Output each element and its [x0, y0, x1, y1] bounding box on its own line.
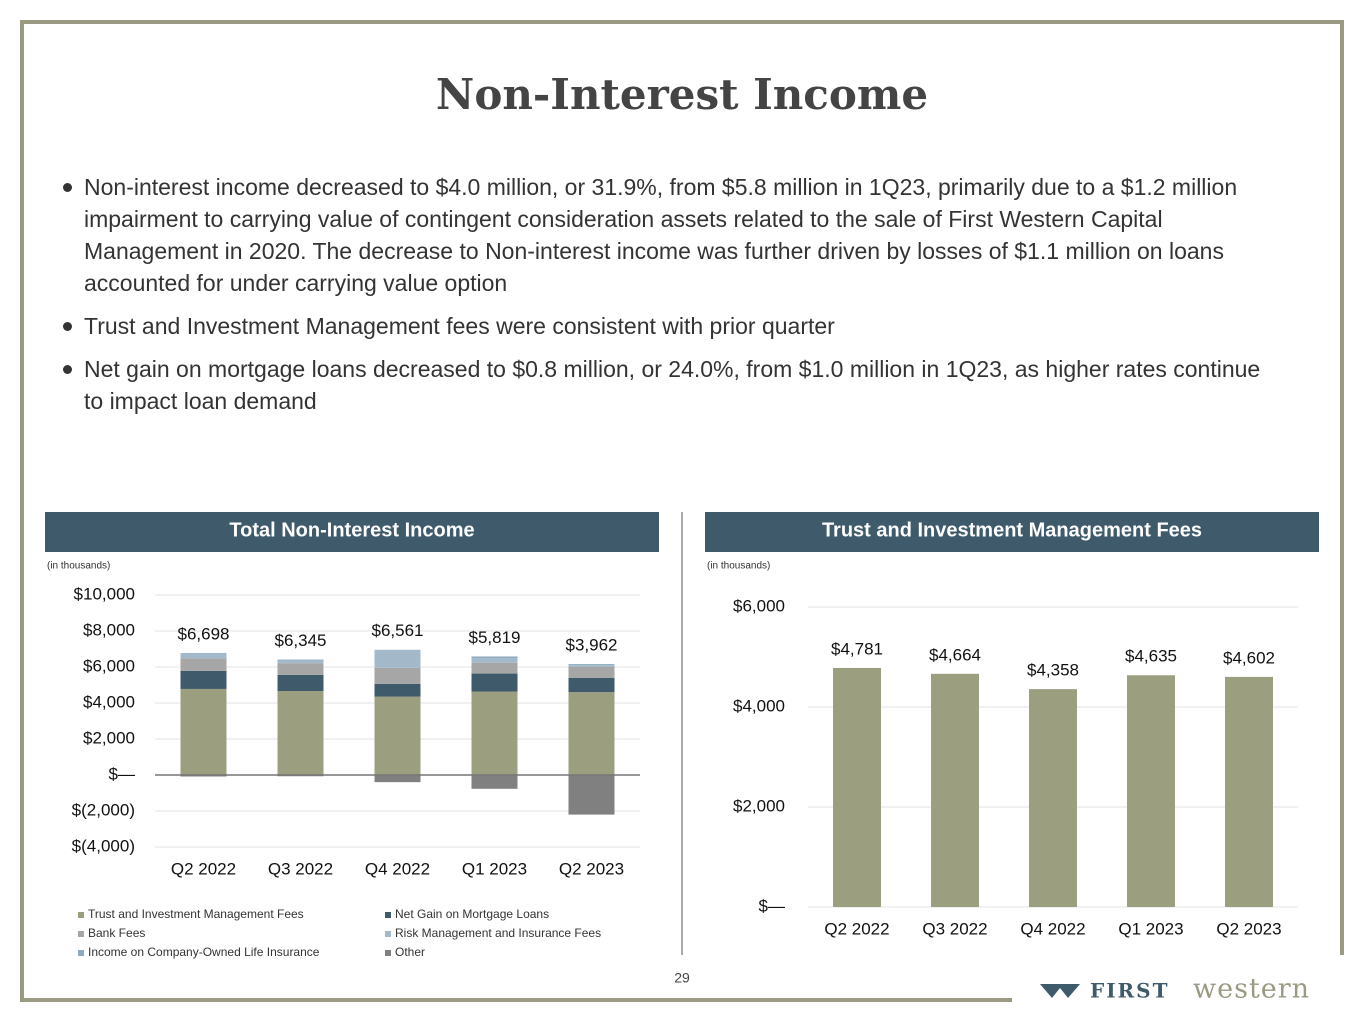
value-label: $4,358: [1027, 661, 1079, 680]
total-label: $6,345: [275, 631, 327, 650]
bar-segment: [180, 670, 227, 689]
bar-segment: [374, 667, 421, 684]
chart-subtitle: (in thousands): [47, 561, 110, 572]
y-tick-label: $2,000: [733, 796, 785, 815]
logo-first: FIRST: [1090, 979, 1170, 1003]
bar-segment: [471, 691, 518, 775]
bar-segment: [277, 659, 324, 661]
y-tick-label: $(4,000): [72, 836, 135, 855]
y-tick-label: $10,000: [74, 584, 135, 603]
x-tick-label: Q3 2022: [268, 859, 333, 878]
legend-label: Income on Company-Owned Life Insurance: [88, 945, 320, 959]
total-label: $5,819: [469, 628, 521, 647]
logo-second: western: [1193, 974, 1310, 1005]
value-label: $4,664: [929, 645, 981, 664]
x-tick-label: Q1 2023: [1118, 919, 1183, 938]
bar-segment: [471, 775, 518, 789]
total-label: $3,962: [566, 636, 618, 655]
x-tick-label: Q2 2022: [824, 919, 889, 938]
legend-swatch: [78, 912, 84, 918]
bar-segment: [471, 656, 518, 659]
bar-segment: [471, 673, 518, 692]
legend-swatch: [385, 950, 391, 956]
legend-label: Risk Management and Insurance Fees: [395, 926, 601, 940]
bar-segment: [568, 665, 615, 667]
y-tick-label: $6,000: [733, 596, 785, 615]
x-tick-label: Q1 2023: [462, 859, 527, 878]
logo-mark: [1040, 984, 1080, 998]
bar-segment: [568, 677, 615, 693]
total-label: $6,561: [372, 621, 424, 640]
bar-segment: [277, 663, 324, 675]
y-tick-label: $4,000: [733, 696, 785, 715]
bar-segment: [277, 674, 324, 692]
legend-swatch: [78, 950, 84, 956]
legend-label: Trust and Investment Management Fees: [88, 907, 304, 921]
y-tick-label: $(2,000): [72, 800, 135, 819]
value-label: $4,635: [1125, 647, 1177, 666]
y-tick-label: $6,000: [83, 656, 135, 675]
bar-segment: [568, 692, 615, 775]
x-tick-label: Q3 2022: [922, 919, 987, 938]
frame: [20, 20, 1344, 1002]
legend-swatch: [78, 931, 84, 937]
bullet: Net gain on mortgage loans decreased to …: [63, 353, 1274, 417]
bullet: Trust and Investment Management fees wer…: [63, 310, 1274, 342]
bar: [1127, 675, 1175, 907]
page-number: 29: [674, 970, 690, 986]
legend-label: Net Gain on Mortgage Loans: [395, 907, 549, 921]
bar-segment: [180, 688, 227, 775]
x-tick-label: Q4 2022: [365, 859, 430, 878]
bar: [1225, 676, 1273, 907]
x-tick-label: Q2 2022: [171, 859, 236, 878]
bar-segment: [374, 683, 421, 697]
y-tick-label: $—: [109, 764, 135, 783]
bar-segment: [568, 666, 615, 678]
chart-header: [45, 512, 659, 552]
value-label: $4,602: [1223, 648, 1275, 667]
chart-title: Total Non-Interest Income: [229, 519, 474, 541]
legend-swatch: [385, 931, 391, 937]
bar-segment: [277, 691, 324, 775]
bar-segment: [277, 660, 324, 664]
bar-segment: [374, 649, 421, 668]
bar-segment: [568, 664, 615, 666]
bar-segment: [471, 658, 518, 663]
chart-title: Trust and Investment Management Fees: [822, 519, 1202, 541]
legend-swatch: [385, 912, 391, 918]
x-tick-label: Q2 2023: [559, 859, 624, 878]
bar: [1029, 689, 1077, 907]
bar-segment: [180, 652, 227, 659]
bar: [931, 673, 979, 907]
chart-header: [705, 512, 1319, 552]
legend-label: Other: [395, 945, 425, 959]
x-tick-label: Q4 2022: [1020, 919, 1085, 938]
bar-segment: [374, 696, 421, 775]
total-label: $6,698: [178, 624, 230, 643]
y-tick-label: $4,000: [83, 692, 135, 711]
bar-segment: [471, 662, 518, 674]
y-tick-label: $—: [759, 896, 785, 915]
x-tick-label: Q2 2023: [1216, 919, 1281, 938]
chart-subtitle: (in thousands): [707, 561, 770, 572]
value-label: $4,781: [831, 639, 883, 658]
y-tick-label: $2,000: [83, 728, 135, 747]
y-tick-label: $8,000: [83, 620, 135, 639]
slide-title: Non-Interest Income: [436, 70, 928, 119]
bar: [833, 667, 881, 907]
bullet: Non-interest income decreased to $4.0 mi…: [63, 171, 1274, 299]
legend-label: Bank Fees: [88, 926, 145, 940]
bar-segment: [180, 658, 227, 671]
bar-segment: [374, 775, 421, 783]
bar-segment: [568, 775, 615, 815]
